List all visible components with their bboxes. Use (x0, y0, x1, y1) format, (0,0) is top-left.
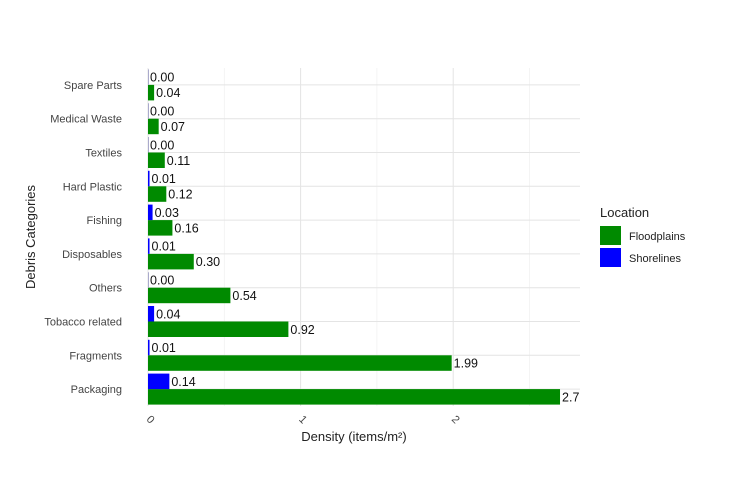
value-label: 0.14 (171, 375, 195, 389)
value-label: 0.00 (150, 138, 174, 152)
y-tick-label: Hard Plastic (63, 181, 123, 193)
bar-floodplains-others (148, 287, 231, 304)
legend-label: Shorelines (629, 253, 681, 265)
value-label: 0.07 (161, 120, 185, 134)
y-tick-label: Tobacco related (44, 317, 122, 329)
y-axis-tick-labels: Packaging Fragments Tobacco related Others D… (44, 80, 122, 396)
value-label: 0.16 (174, 221, 198, 235)
y-tick-label: Disposables (62, 249, 122, 261)
value-label: 0.30 (196, 255, 220, 269)
value-label: 0.12 (168, 188, 192, 202)
value-label: 0.04 (156, 86, 180, 100)
value-label: 0.00 (150, 104, 174, 118)
bar-floodplains-medical-waste (148, 118, 159, 135)
bar-shorelines-hard-plastic (148, 170, 150, 187)
value-label: 0.11 (167, 154, 190, 168)
x-tick-label: 1 (296, 413, 309, 426)
value-label: 0.00 (150, 71, 174, 85)
y-tick-label: Fragments (69, 350, 122, 362)
x-tick-label: 0 (144, 413, 157, 426)
value-label: 0.92 (290, 323, 314, 337)
y-tick-label: Spare Parts (64, 80, 123, 92)
bars (148, 69, 561, 405)
y-tick-label: Textiles (85, 148, 122, 160)
legend: Location Floodplains Shorelines (600, 205, 686, 267)
y-tick-label: Others (89, 283, 123, 295)
bar-floodplains-fragments (148, 355, 452, 371)
value-label: 2.7 (562, 390, 579, 404)
y-tick-label: Fishing (87, 215, 122, 227)
legend-label: Floodplains (629, 231, 686, 243)
bar-floodplains-fishing (148, 220, 173, 236)
value-label: 0.00 (150, 273, 174, 287)
bar-shorelines-fishing (148, 204, 153, 221)
value-labels: 2.71.990.920.540.300.160.120.110.070.040… (150, 71, 579, 405)
value-label: 0.04 (156, 307, 180, 321)
y-tick-label: Packaging (71, 384, 122, 396)
grid-lines (147, 68, 580, 406)
bar-shorelines-disposables (148, 238, 150, 254)
value-label: 0.03 (155, 206, 179, 220)
bar-floodplains-hard-plastic (148, 186, 167, 202)
value-label: 0.54 (232, 289, 256, 303)
y-axis-title: Debris Categories (23, 184, 38, 289)
value-label: 1.99 (454, 357, 478, 371)
x-axis-tick-labels: 0 1 2 (144, 413, 462, 426)
value-label: 0.01 (152, 240, 176, 254)
bar-shorelines-tobacco-related (148, 306, 155, 322)
bar-floodplains-spare-parts (148, 84, 155, 101)
legend-key-floodplains (600, 226, 621, 245)
bar-shorelines-fragments (148, 339, 150, 356)
legend-title: Location (600, 205, 649, 220)
value-label: 0.01 (152, 341, 176, 355)
x-axis-title: Density (items/m²) (301, 429, 406, 444)
bar-floodplains-tobacco-related (148, 321, 289, 337)
value-label: 0.01 (152, 172, 176, 186)
bar-floodplains-packaging (148, 389, 561, 405)
bar-floodplains-disposables (148, 253, 194, 270)
bar-shorelines-packaging (148, 373, 170, 390)
bar-floodplains-textiles (148, 152, 165, 168)
legend-key-shorelines (600, 248, 621, 267)
x-tick-label: 2 (449, 413, 462, 426)
y-tick-label: Medical Waste (50, 114, 122, 126)
